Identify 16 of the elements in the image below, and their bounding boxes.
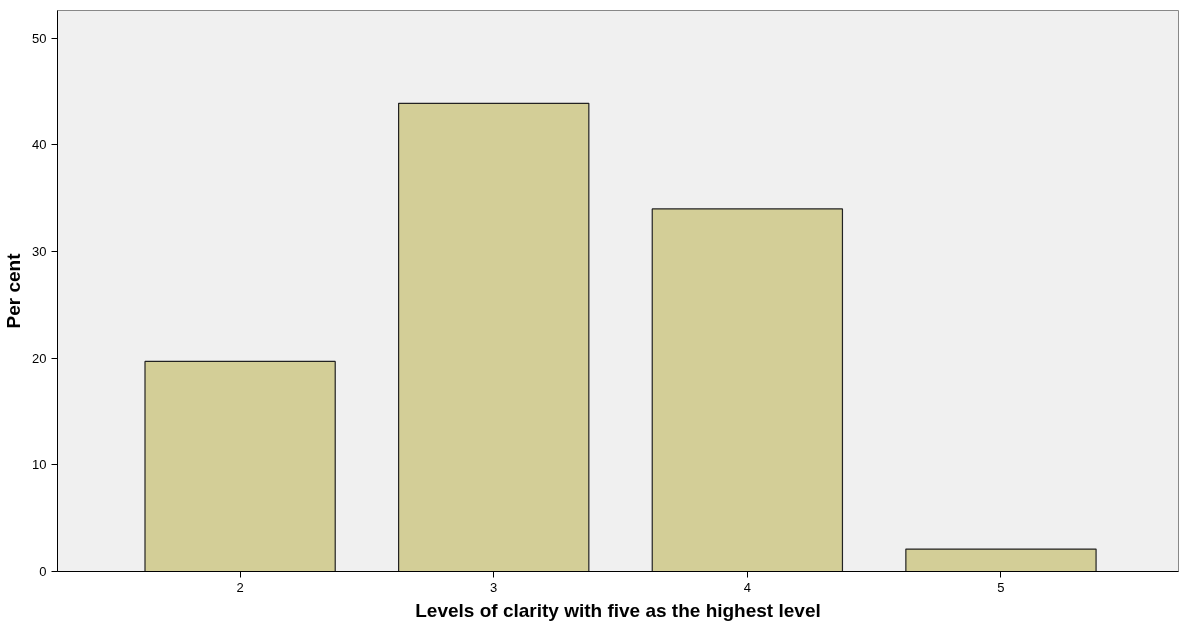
bar xyxy=(905,548,1097,572)
bar xyxy=(398,102,590,572)
x-tick-label: 5 xyxy=(997,579,1005,595)
bar xyxy=(651,208,844,572)
x-tick-label: 3 xyxy=(490,579,498,595)
y-tick-label: 20 xyxy=(32,350,47,366)
y-tick-label: 10 xyxy=(32,457,47,473)
x-tick-label: 4 xyxy=(743,579,751,595)
bar xyxy=(144,360,336,572)
y-tick-label: 50 xyxy=(32,30,47,46)
x-tick-label: 2 xyxy=(236,579,244,595)
y-tick-label: 0 xyxy=(39,564,47,579)
y-tick-label: 40 xyxy=(32,137,47,153)
x-axis-title: Levels of clarity with five as the highest level xyxy=(415,599,821,621)
y-tick-label: 30 xyxy=(32,244,47,260)
y-axis-title: Per cent xyxy=(3,252,25,329)
